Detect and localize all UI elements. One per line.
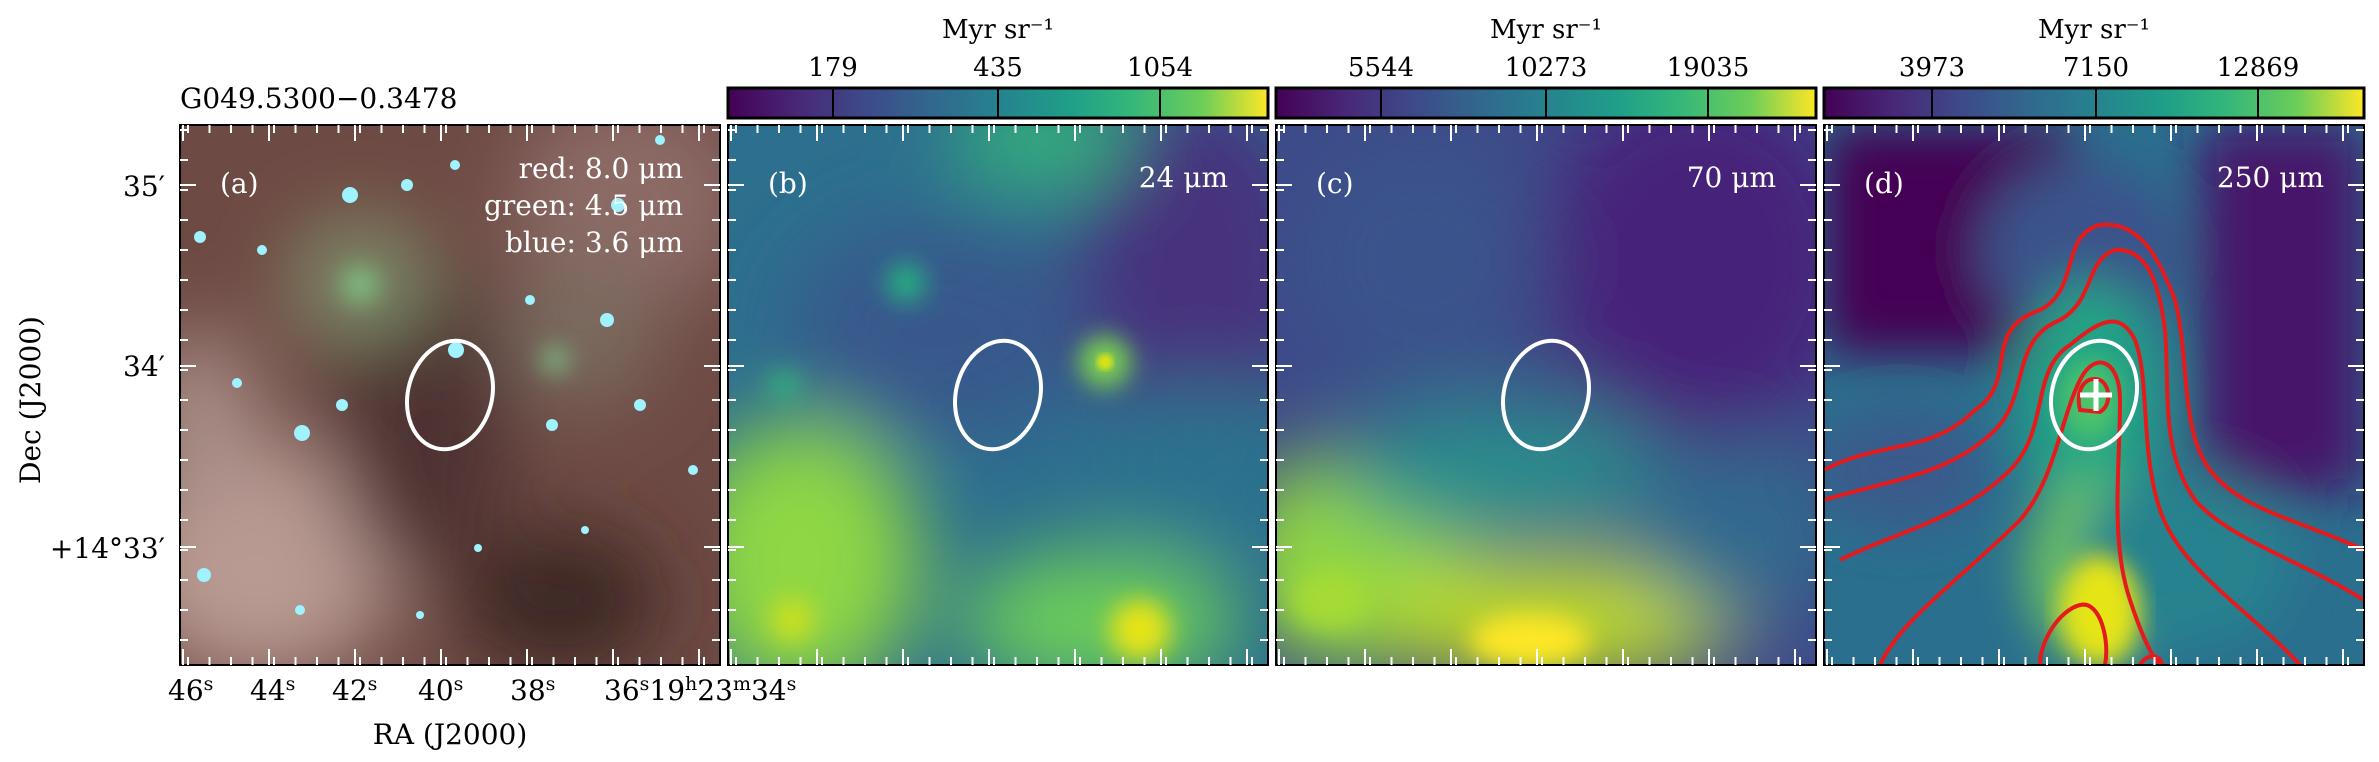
star-field (194, 135, 698, 619)
contours-250um (1824, 222, 2364, 665)
colorbar-b: Myr sr⁻¹ 179 435 1054 (726, 15, 1270, 120)
panel-a-band-red: red: 8.0 μm (519, 152, 683, 185)
colorbar-b-tick: 435 (973, 53, 1023, 83)
colorbar-d-unit: Myr sr⁻¹ (2038, 15, 2150, 45)
source-name: G049.5300−0.3478 (180, 82, 457, 115)
panel-a-frame (179, 124, 721, 666)
ra-tick-40s: 40s (418, 673, 463, 707)
colorbar-c: Myr sr⁻¹ 5544 10273 19035 (1274, 15, 1818, 120)
panel-c-frame (1275, 124, 1817, 666)
dec-tick-35: 35′ (123, 170, 165, 203)
panel-b-frame (727, 124, 1269, 666)
colorbar-b-unit: Myr sr⁻¹ (942, 15, 1054, 45)
panel-d-label: (d) (1864, 167, 1904, 200)
ra-axis-label: RA (J2000) (373, 718, 528, 751)
colorbar-d-tick: 3973 (1899, 53, 1965, 83)
panel-a-aperture-ellipse (405, 338, 495, 452)
colorbar-d-bar (1822, 86, 2366, 120)
ra-tick-38s: 38s (510, 673, 555, 707)
colorbar-c-tick: 19035 (1667, 53, 1750, 83)
dec-axis-label: Dec (J2000) (14, 316, 47, 484)
colorbar-b-tick: 1054 (1127, 53, 1193, 83)
colorbar-d-tick: 12869 (2217, 53, 2300, 83)
panel-c (1276, 125, 1816, 665)
colorbar-c-unit: Myr sr⁻¹ (1490, 15, 1602, 45)
panel-d-band: 250 μm (2217, 161, 2324, 194)
ra-tick-44s: 44s (250, 673, 295, 707)
panel-a-label: (a) (220, 167, 259, 200)
colorbar-d: Myr sr⁻¹ 3973 7150 12869 (1822, 15, 2366, 120)
panel-b (728, 125, 1268, 665)
panel-c-label: (c) (1316, 167, 1354, 200)
panel-a-band-green: green: 4.5 μm (484, 189, 683, 222)
ra-tick-46s: 46s (168, 673, 213, 707)
panel-b-label: (b) (768, 167, 808, 200)
panel-d-aperture-ellipse (2049, 338, 2139, 452)
panel-b-band: 24 μm (1139, 161, 1228, 194)
panel-d-peak-marker (2080, 379, 2112, 411)
colorbar-d-tick: 7150 (2063, 53, 2129, 83)
colorbar-b-tick: 179 (808, 53, 858, 83)
axis-tick-marks (180, 125, 2364, 665)
panel-d-frame (1823, 124, 2365, 666)
colorbar-c-tick: 10273 (1505, 53, 1588, 83)
ra-tick-19h23m34s: 36s19h23m34s (604, 673, 796, 707)
panel-b-aperture-ellipse (953, 338, 1043, 452)
panel-a (180, 125, 720, 665)
ra-tick-42s: 42s (332, 673, 377, 707)
colorbar-c-tick: 5544 (1348, 53, 1414, 83)
panel-c-aperture-ellipse (1501, 338, 1591, 452)
dec-tick-34: 34′ (123, 350, 165, 383)
panel-c-band: 70 μm (1687, 161, 1776, 194)
ra-tick-labels: 46s 44s 42s 40s 38s 36s19h23m34s (168, 673, 796, 707)
dec-tick-33: +14°33′ (50, 532, 165, 565)
panel-a-band-blue: blue: 3.6 μm (505, 226, 683, 259)
panel-d (1824, 125, 2364, 665)
